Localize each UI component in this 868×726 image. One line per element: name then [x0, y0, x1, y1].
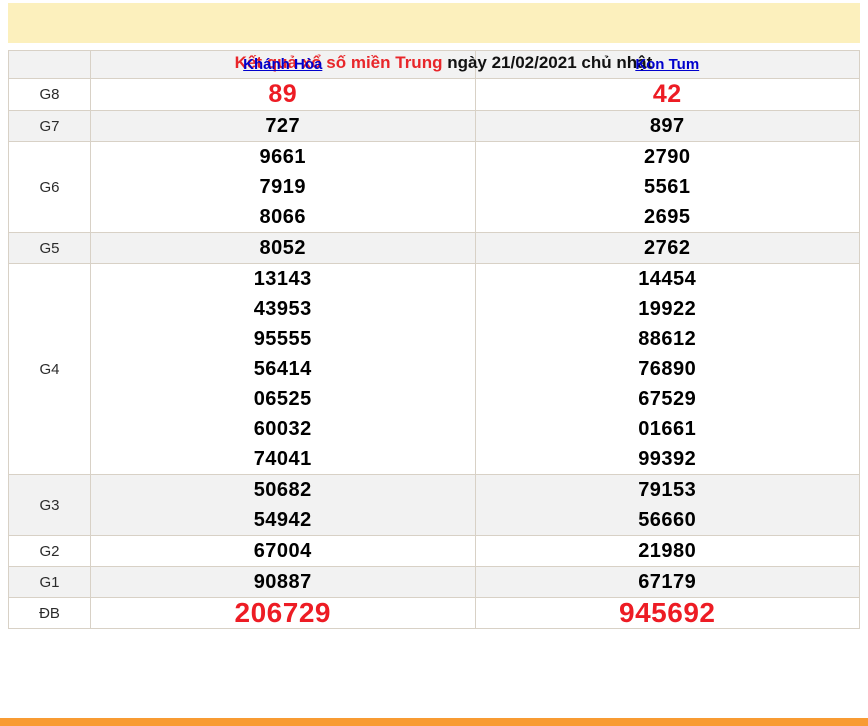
footer-orange-bar: [0, 718, 868, 726]
prize-label: ĐB: [8, 597, 91, 629]
prize-numbers-cell: 21980: [474, 535, 860, 567]
table-header-row: Khánh Hòa Kon Tum: [8, 50, 860, 79]
prize-numbers-cell: 14454 19922 88612 76890 67529 01661 99392: [474, 263, 860, 475]
lottery-results-page: Kết quả xổ số miền Trung ngày 21/02/2021…: [8, 3, 860, 629]
prize-number: 727: [265, 115, 301, 137]
prize-label: G7: [8, 110, 91, 142]
prize-number: 89: [268, 80, 298, 108]
prize-numbers-cell: 67004: [90, 535, 476, 567]
page-title-date: ngày 21/02/2021 chủ nhật: [442, 53, 653, 72]
prize-number: 9661: [259, 146, 306, 168]
prize-label: G6: [8, 141, 91, 233]
prize-numbers-cell: 67179: [474, 566, 860, 598]
prize-number: 14454: [638, 268, 697, 290]
table-row: G6 9661 7919 8066 2790 5561 2695: [8, 141, 860, 233]
prize-number: 50682: [253, 479, 312, 501]
table-row: G3 50682 54942 79153 56660: [8, 474, 860, 536]
prize-numbers-cell: 42: [474, 78, 860, 111]
prize-number: 945692: [619, 597, 716, 628]
table-row: G5 8052 2762: [8, 232, 860, 264]
header-cell-khanh-hoa: Khánh Hòa: [90, 50, 476, 79]
prize-label: G8: [8, 78, 91, 111]
prize-number: 01661: [638, 418, 697, 440]
prize-number: 56660: [638, 509, 697, 531]
prize-numbers-cell: 897: [474, 110, 860, 142]
prize-number: 06525: [253, 388, 312, 410]
prize-number: 67179: [638, 571, 697, 593]
table-row: G7 727 897: [8, 110, 860, 142]
prize-number: 76890: [638, 358, 697, 380]
prize-number: 21980: [638, 540, 697, 562]
table-row: G2 67004 21980: [8, 535, 860, 567]
prize-number: 95555: [253, 328, 312, 350]
page-title: Kết quả xổ số miền Trung ngày 21/02/2021…: [8, 3, 860, 72]
prize-number: 67004: [253, 540, 312, 562]
province-link-kon-tum[interactable]: Kon Tum: [635, 56, 700, 73]
prize-numbers-cell: 89: [90, 78, 476, 111]
prize-numbers-cell: 90887: [90, 566, 476, 598]
prize-numbers-cell: 50682 54942: [90, 474, 476, 536]
prize-number: 5561: [644, 176, 691, 198]
header-empty-cell: [8, 50, 91, 79]
prize-number: 206729: [234, 597, 331, 628]
prize-label: G3: [8, 474, 91, 536]
prize-numbers-cell: 206729: [90, 597, 476, 629]
prize-numbers-cell: 79153 56660: [474, 474, 860, 536]
prize-number: 7919: [259, 176, 306, 198]
prize-number: 56414: [253, 358, 312, 380]
prize-number: 88612: [638, 328, 697, 350]
prize-number: 897: [649, 115, 685, 137]
prize-label: G1: [8, 566, 91, 598]
prize-numbers-cell: 727: [90, 110, 476, 142]
prize-numbers-cell: 13143 43953 95555 56414 06525 60032 74041: [90, 263, 476, 475]
prize-number: 13143: [253, 268, 312, 290]
results-table: Khánh Hòa Kon Tum G8 89 42 G7 727 897 G6 9661 79…: [8, 50, 860, 629]
prize-number: 99392: [638, 448, 697, 470]
prize-number: 79153: [638, 479, 697, 501]
prize-label: G4: [8, 263, 91, 475]
prize-numbers-cell: 9661 7919 8066: [90, 141, 476, 233]
prize-number: 54942: [253, 509, 312, 531]
prize-number: 67529: [638, 388, 697, 410]
prize-numbers-cell: 945692: [474, 597, 860, 629]
prize-number: 2695: [644, 206, 691, 228]
prize-number: 43953: [253, 298, 312, 320]
prize-number: 42: [652, 80, 682, 108]
prize-number: 8066: [259, 206, 306, 228]
prize-number: 74041: [253, 448, 312, 470]
prize-number: 19922: [638, 298, 697, 320]
prize-numbers-cell: 8052: [90, 232, 476, 264]
table-row: G4 13143 43953 95555 56414 06525 60032 74041 144…: [8, 263, 860, 475]
prize-numbers-cell: 2790 5561 2695: [474, 141, 860, 233]
prize-label: G5: [8, 232, 91, 264]
prize-number: 2762: [644, 237, 691, 259]
prize-number: 2790: [644, 146, 691, 168]
province-link-khanh-hoa[interactable]: Khánh Hòa: [243, 56, 323, 73]
prize-number: 8052: [259, 237, 306, 259]
prize-numbers-cell: 2762: [474, 232, 860, 264]
table-row: G8 89 42: [8, 78, 860, 111]
prize-number: 90887: [253, 571, 312, 593]
table-row: G1 90887 67179: [8, 566, 860, 598]
table-row: ĐB 206729 945692: [8, 597, 860, 629]
prize-number: 60032: [253, 418, 312, 440]
prize-label: G2: [8, 535, 91, 567]
